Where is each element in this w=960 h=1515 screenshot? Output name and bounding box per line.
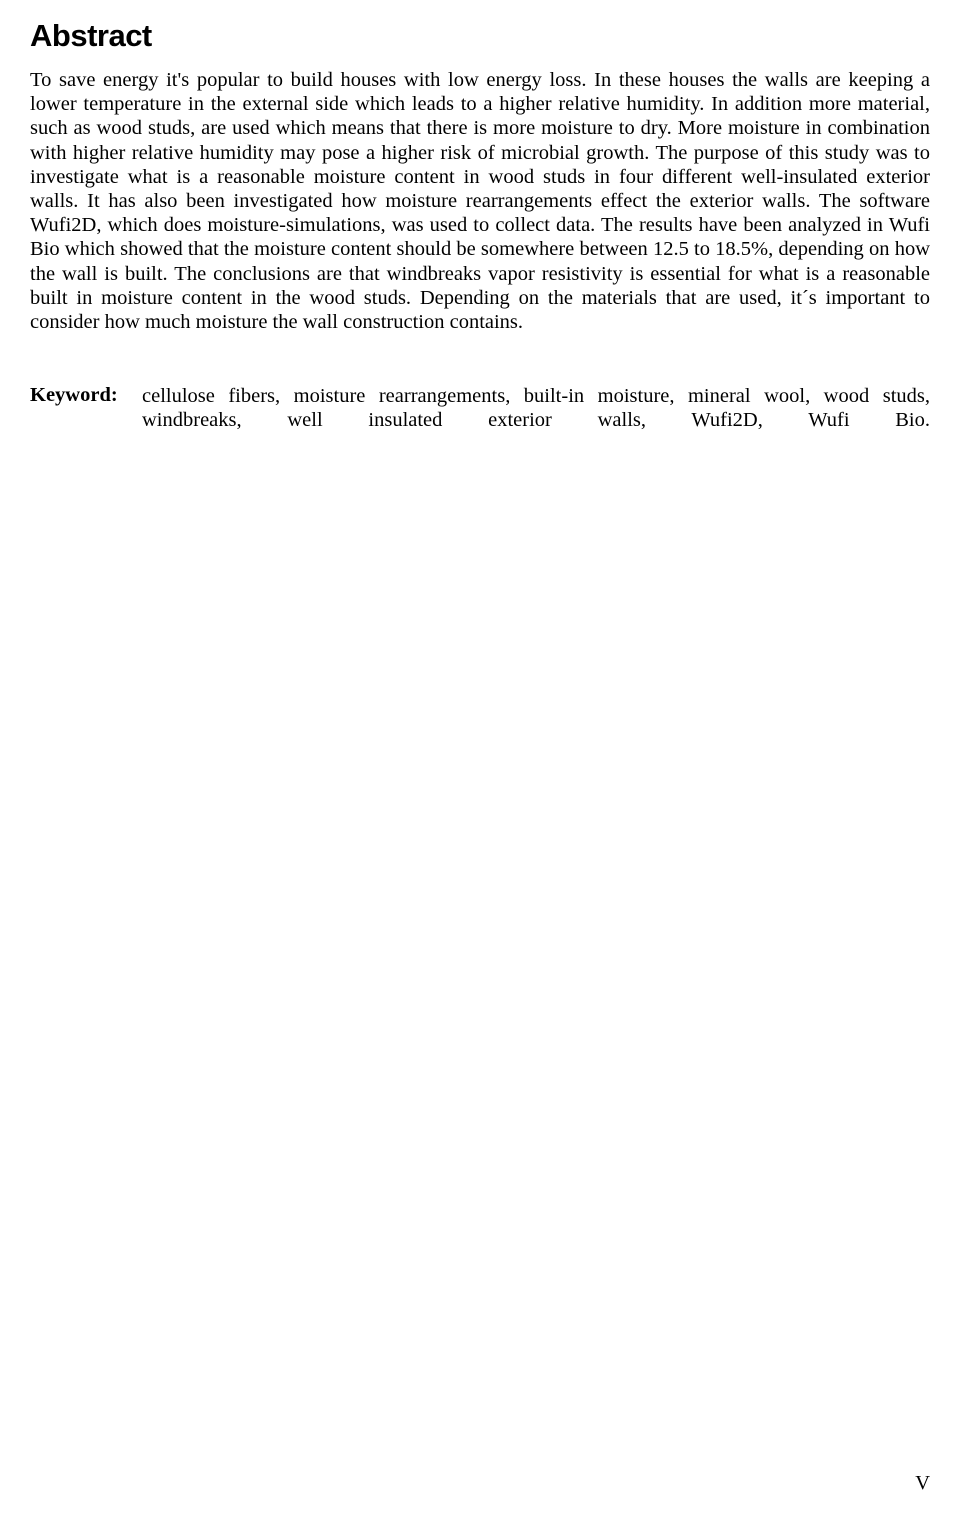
abstract-heading: Abstract — [30, 18, 930, 54]
abstract-body: To save energy it's popular to build hou… — [30, 68, 930, 334]
keyword-block: Keyword: cellulose fibers, moisture rear… — [30, 384, 930, 457]
keyword-list: cellulose fibers, moisture rearrangement… — [142, 384, 930, 457]
page-number: V — [915, 1472, 930, 1495]
keyword-label: Keyword: — [30, 384, 142, 457]
